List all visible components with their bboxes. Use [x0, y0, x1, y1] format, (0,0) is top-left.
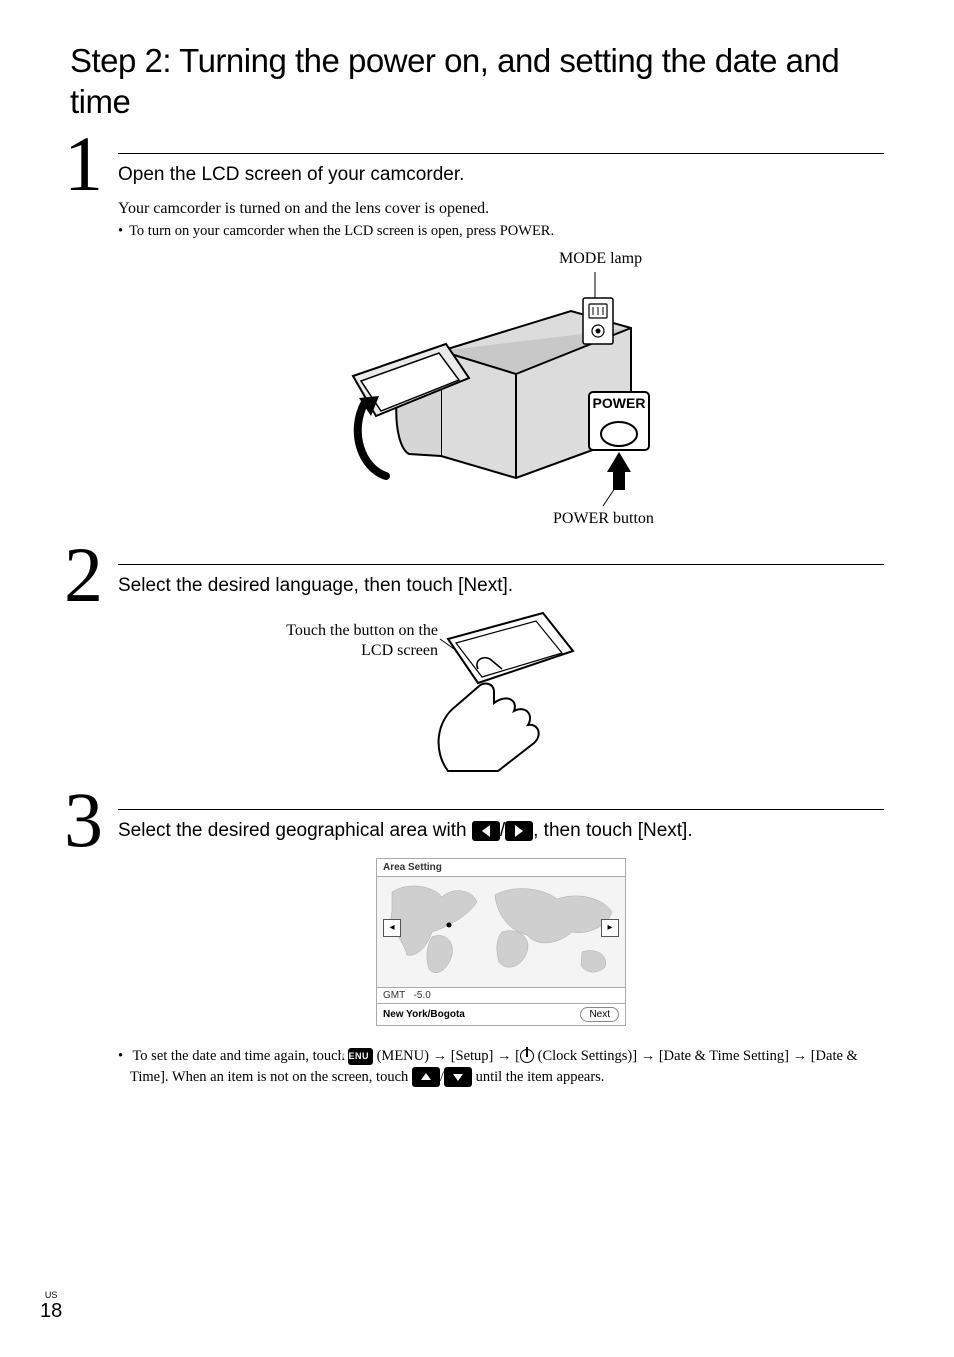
area-setting-gmt: GMT -5.0 [377, 987, 625, 1003]
gmt-label: GMT [383, 990, 405, 1001]
step-2-number: 2 [64, 536, 103, 614]
power-text-svg: POWER [593, 395, 646, 411]
touch-label-line1: Touch the button on the [286, 622, 438, 639]
step-2: 2 Select the desired language, then touc… [70, 564, 884, 781]
note-pre: To set the date and time again, touch [132, 1048, 348, 1064]
step-3-heading-post: , then touch [Next]. [533, 820, 692, 841]
arrow-1: → [433, 1048, 448, 1064]
step-2-illustration: Touch the button on the LCD screen [178, 611, 598, 781]
step-1-number: 1 [64, 125, 103, 203]
up-arrow-icon [412, 1067, 440, 1087]
step-1: 1 Open the LCD screen of your camcorder.… [70, 153, 884, 536]
map-prev-button[interactable]: ◂ [383, 919, 401, 937]
arrow-2: → [497, 1048, 512, 1064]
note-date1: [Date & Time Setting] [655, 1048, 792, 1064]
area-setting-footer: New York/Bogota Next [377, 1003, 625, 1025]
map-next-button[interactable]: ▸ [601, 919, 619, 937]
area-setting-title: Area Setting [377, 859, 625, 877]
arrow-3: → [641, 1048, 656, 1064]
note-setup: [Setup] [447, 1048, 497, 1064]
area-setting-screenshot: Area Setting ◂ ▸ GMT -5.0 New York/Bogot… [376, 858, 626, 1026]
step-rule [118, 153, 884, 154]
camcorder-svg: POWER [291, 256, 711, 516]
left-arrow-icon [472, 821, 500, 841]
footer-region: US [40, 1290, 62, 1300]
down-arrow-icon [444, 1067, 472, 1087]
note-clock: (Clock Settings)] [534, 1048, 641, 1064]
area-setting-map: ◂ ▸ [377, 877, 625, 987]
step-3: 3 Select the desired geographical area w… [70, 809, 884, 1088]
power-button-label: POWER button [553, 510, 654, 528]
right-arrow-icon [505, 821, 533, 841]
step-rule [118, 564, 884, 565]
note-lbracket: [ [512, 1048, 520, 1064]
step-3-heading: Select the desired geographical area wit… [118, 820, 884, 842]
step-1-bullet: To turn on your camcorder when the LCD s… [118, 221, 884, 242]
step-3-number: 3 [64, 781, 103, 859]
page-footer: US 18 [40, 1290, 62, 1323]
footer-page-number: 18 [40, 1300, 62, 1323]
mode-lamp-label: MODE lamp [559, 250, 642, 268]
world-map-icon [377, 877, 627, 987]
menu-badge-icon: MENU [348, 1048, 373, 1065]
location-text: New York/Bogota [383, 1009, 465, 1020]
step-1-body: Your camcorder is turned on and the lens… [118, 200, 884, 218]
step-rule [118, 809, 884, 810]
note-until: until the item appears. [472, 1069, 604, 1085]
note-menu: (MENU) [373, 1048, 433, 1064]
next-button[interactable]: Next [580, 1007, 619, 1022]
clock-icon [520, 1049, 534, 1063]
step-3-heading-pre: Select the desired geographical area wit… [118, 820, 472, 841]
gmt-value: -5.0 [414, 990, 431, 1001]
touch-label-line2: LCD screen [361, 642, 438, 659]
arrow-4: → [793, 1048, 808, 1064]
step-2-heading: Select the desired language, then touch … [118, 575, 884, 597]
camcorder-illustration: MODE lamp POWER button [291, 256, 711, 536]
page-title: Step 2: Turning the power on, and settin… [70, 40, 884, 123]
step-1-illustration-area: MODE lamp POWER button [118, 256, 884, 536]
touch-lcd-label: Touch the button on the LCD screen [238, 621, 438, 663]
step-1-heading: Open the LCD screen of your camcorder. [118, 164, 884, 186]
step-3-note: To set the date and time again, touch ME… [118, 1046, 884, 1088]
